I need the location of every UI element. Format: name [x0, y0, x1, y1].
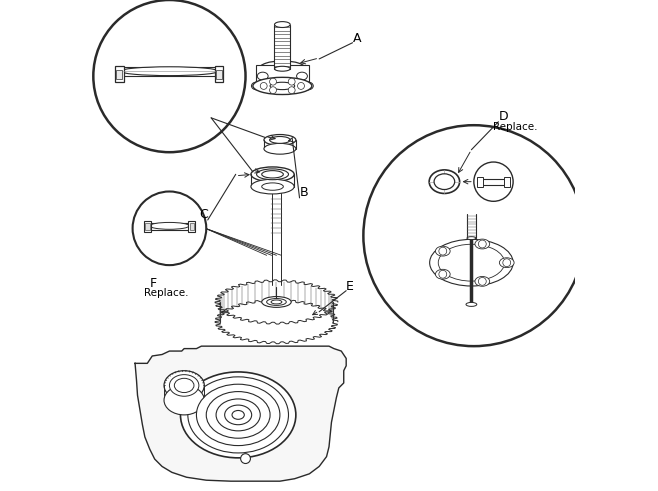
- Text: D: D: [498, 110, 508, 123]
- Ellipse shape: [251, 167, 294, 182]
- Ellipse shape: [206, 392, 270, 438]
- Text: B: B: [299, 187, 308, 199]
- Ellipse shape: [251, 179, 294, 194]
- Circle shape: [93, 0, 245, 152]
- Circle shape: [439, 271, 447, 278]
- FancyBboxPatch shape: [116, 70, 122, 79]
- FancyBboxPatch shape: [120, 67, 218, 76]
- Ellipse shape: [436, 270, 450, 279]
- Text: F: F: [150, 277, 157, 290]
- Ellipse shape: [120, 67, 218, 76]
- FancyBboxPatch shape: [256, 65, 309, 87]
- Circle shape: [365, 126, 584, 345]
- Ellipse shape: [264, 143, 296, 154]
- Circle shape: [270, 87, 276, 94]
- FancyBboxPatch shape: [477, 177, 483, 187]
- Ellipse shape: [271, 300, 282, 304]
- Ellipse shape: [164, 371, 204, 400]
- Ellipse shape: [216, 399, 261, 431]
- Ellipse shape: [466, 302, 477, 306]
- Ellipse shape: [224, 405, 251, 425]
- Ellipse shape: [274, 22, 290, 27]
- Ellipse shape: [436, 246, 450, 256]
- FancyBboxPatch shape: [188, 221, 195, 232]
- Circle shape: [478, 240, 486, 248]
- Circle shape: [261, 82, 267, 89]
- Ellipse shape: [270, 82, 295, 90]
- Ellipse shape: [467, 237, 476, 240]
- Ellipse shape: [169, 375, 199, 396]
- Ellipse shape: [430, 239, 513, 286]
- Circle shape: [94, 1, 245, 151]
- Ellipse shape: [257, 169, 288, 180]
- Ellipse shape: [188, 377, 288, 453]
- Ellipse shape: [429, 170, 459, 193]
- Ellipse shape: [264, 135, 296, 145]
- Ellipse shape: [475, 276, 490, 286]
- Circle shape: [503, 259, 511, 267]
- Ellipse shape: [297, 72, 307, 80]
- Ellipse shape: [257, 72, 268, 80]
- Ellipse shape: [164, 385, 204, 415]
- Ellipse shape: [262, 183, 284, 191]
- FancyBboxPatch shape: [145, 223, 150, 230]
- FancyBboxPatch shape: [215, 66, 224, 82]
- Ellipse shape: [434, 174, 455, 190]
- Circle shape: [133, 191, 206, 265]
- Text: Replace.: Replace.: [144, 288, 188, 298]
- FancyBboxPatch shape: [144, 221, 151, 232]
- Circle shape: [241, 454, 251, 464]
- Circle shape: [297, 82, 305, 89]
- Ellipse shape: [266, 299, 286, 305]
- Ellipse shape: [180, 372, 296, 458]
- Ellipse shape: [259, 61, 306, 77]
- Ellipse shape: [197, 384, 280, 446]
- Circle shape: [475, 163, 512, 200]
- Circle shape: [478, 277, 486, 285]
- Ellipse shape: [253, 78, 312, 95]
- FancyBboxPatch shape: [190, 223, 194, 230]
- Circle shape: [134, 192, 205, 264]
- Text: Replace.: Replace.: [492, 122, 537, 132]
- Ellipse shape: [303, 82, 313, 90]
- FancyBboxPatch shape: [216, 70, 222, 79]
- Ellipse shape: [475, 239, 490, 249]
- FancyBboxPatch shape: [150, 223, 189, 230]
- Ellipse shape: [438, 245, 505, 281]
- Ellipse shape: [262, 171, 284, 178]
- Ellipse shape: [251, 82, 263, 90]
- FancyBboxPatch shape: [274, 25, 290, 69]
- Text: A: A: [353, 32, 361, 45]
- Ellipse shape: [174, 378, 194, 393]
- FancyBboxPatch shape: [504, 177, 510, 187]
- Circle shape: [439, 247, 447, 255]
- Ellipse shape: [274, 66, 290, 71]
- Circle shape: [288, 78, 295, 85]
- Circle shape: [474, 162, 513, 201]
- Ellipse shape: [262, 297, 291, 307]
- Ellipse shape: [150, 222, 189, 229]
- Ellipse shape: [499, 258, 514, 268]
- FancyBboxPatch shape: [481, 179, 506, 185]
- Circle shape: [288, 87, 295, 94]
- Ellipse shape: [232, 410, 244, 419]
- FancyBboxPatch shape: [115, 66, 124, 82]
- Ellipse shape: [270, 136, 290, 143]
- Circle shape: [363, 125, 584, 346]
- Text: E: E: [346, 280, 354, 293]
- Polygon shape: [135, 346, 346, 481]
- Circle shape: [270, 78, 276, 85]
- Text: C: C: [199, 209, 208, 221]
